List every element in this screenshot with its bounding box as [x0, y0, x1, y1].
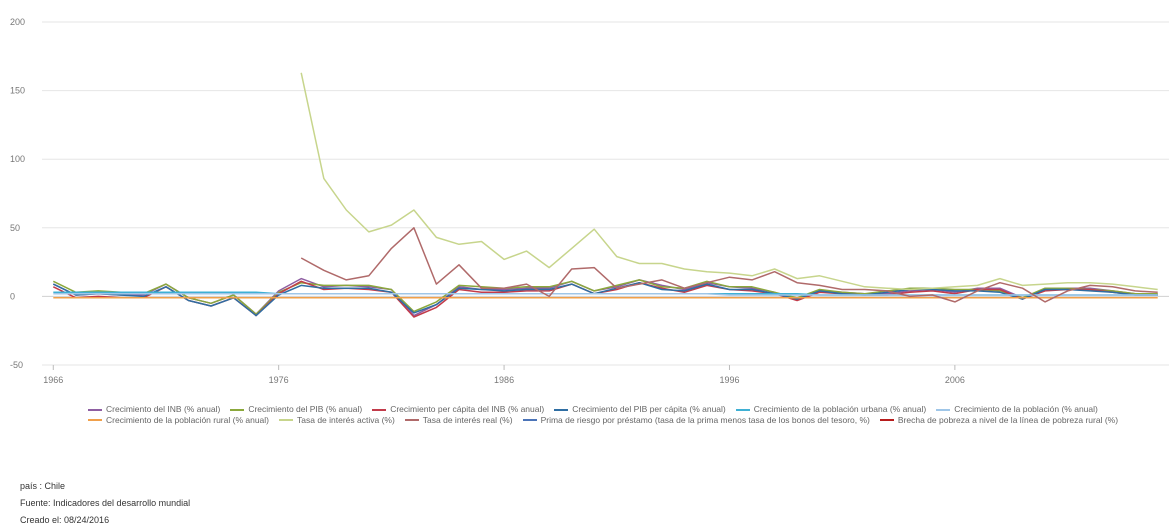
legend-swatch	[279, 419, 293, 422]
legend-entry[interactable]: Crecimiento de la población (% anual)	[936, 404, 1098, 415]
x-tick-label: 2006	[945, 375, 965, 385]
legend-label: Crecimiento del INB (% anual)	[106, 404, 221, 414]
grid-lines	[42, 21, 1169, 366]
legend-swatch	[88, 408, 102, 411]
x-tick-label: 1996	[719, 375, 739, 385]
y-tick-label: 0	[10, 291, 15, 301]
legend-label: Crecimiento de la población (% anual)	[954, 404, 1098, 414]
legend-label: Crecimiento de la población urbana (% an…	[753, 404, 927, 414]
series-line	[52, 280, 1158, 318]
legend-entry[interactable]: Crecimiento de la población rural (% anu…	[88, 415, 269, 426]
chart-footer: país : Chile Fuente: Indicadores del des…	[20, 478, 190, 529]
y-tick-label: -50	[10, 360, 23, 370]
legend-label: Crecimiento del PIB per cápita (% anual)	[572, 404, 726, 414]
x-tick-label: 1976	[269, 375, 289, 385]
line-chart: -50 0 50 100 150 200 1966 1976 1986 1996 2006	[10, 17, 1169, 385]
legend-label: Crecimiento per cápita del INB (% anual)	[390, 404, 545, 414]
y-tick-label: 50	[10, 223, 20, 233]
series-line	[52, 281, 1158, 317]
created-date-label: Creado el: 08/24/2016	[20, 515, 110, 525]
legend-label: Crecimiento de la población rural (% anu…	[106, 414, 269, 425]
legend-label: Tasa de interés activa (%)	[297, 414, 395, 425]
legend-label: Prima de riesgo por préstamo (tasa de la…	[540, 414, 870, 425]
y-tick-label: 150	[10, 86, 25, 96]
y-tick-label: 200	[10, 17, 25, 27]
legend-entry[interactable]: Tasa de interés activa (%)	[279, 415, 395, 426]
legend-entry[interactable]: Prima de riesgo por préstamo (tasa de la…	[522, 414, 870, 426]
y-tick-label: 100	[10, 154, 25, 164]
legend-label: Crecimiento del PIB (% anual)	[248, 404, 363, 414]
y-axis-ticks: -50 0 50 100 150 200	[10, 17, 25, 370]
series-line	[300, 227, 1158, 303]
legend-entry[interactable]: Crecimiento de la población urbana (% an…	[735, 404, 927, 415]
legend-swatch	[735, 408, 750, 411]
legend-swatch	[522, 419, 537, 422]
legend-entry[interactable]: Crecimiento del INB (% anual)	[88, 404, 220, 415]
x-axis-ticks: 1966 1976 1986 1996 2006	[43, 365, 965, 385]
legend-entry[interactable]: Crecimiento per cápita del INB (% anual)	[372, 404, 544, 415]
source-label: Fuente: Indicadores del desarrollo mundi…	[20, 498, 191, 508]
legend-entry[interactable]: Tasa de interés real (%)	[404, 414, 513, 426]
country-label: país : Chile	[20, 481, 66, 491]
legend-entry[interactable]: Brecha de pobreza a nivel de la línea de…	[879, 414, 1119, 426]
chart-legend: Crecimiento del INB (% anual) Crecimiento…	[88, 404, 1158, 425]
legend-swatch	[372, 408, 387, 411]
series-line	[300, 72, 1158, 291]
series-line	[53, 292, 1158, 296]
legend-entry[interactable]: Crecimiento del PIB (% anual)	[230, 404, 362, 415]
legend-swatch	[230, 408, 245, 411]
x-tick-label: 1986	[494, 375, 514, 385]
legend-swatch	[936, 408, 951, 411]
series-lines	[52, 72, 1158, 318]
x-tick-label: 1966	[43, 375, 63, 385]
legend-swatch	[554, 408, 569, 411]
legend-label: Brecha de pobreza a nivel de la línea de…	[897, 414, 1119, 425]
legend-swatch	[88, 419, 102, 422]
legend-label: Tasa de interés real (%)	[422, 414, 513, 425]
legend-entry[interactable]: Crecimiento del PIB per cápita (% anual)	[554, 404, 726, 415]
legend-swatch	[879, 419, 894, 422]
legend-swatch	[404, 419, 419, 422]
